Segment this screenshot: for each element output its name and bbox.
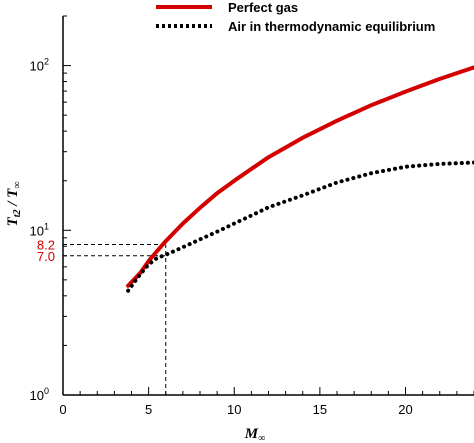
annotation-value: 7.0 [37, 249, 55, 264]
x-axis-label: M∞ [244, 426, 265, 443]
svg-text:M∞: M∞ [244, 426, 265, 443]
annotation-value: 8.2 [37, 237, 55, 252]
x-tick-label: 20 [398, 402, 412, 417]
y-tick-label: 100 [30, 386, 49, 403]
y-axis-label-denominator: T [5, 188, 21, 198]
svg-text:Tt2 / T∞: Tt2 / T∞ [5, 182, 23, 227]
x-tick-label: 10 [227, 402, 241, 417]
x-axis-label-sub: ∞ [258, 433, 265, 443]
y-tick-label: 102 [30, 57, 49, 74]
legend-label-air-equilibrium: Air in thermodynamic equilibrium [228, 19, 435, 34]
legend-label-perfect-gas: Perfect gas [228, 0, 298, 15]
x-axis-label-main: M [244, 426, 259, 442]
x-tick-label: 15 [313, 402, 327, 417]
y-axis-label-slash: / [5, 198, 21, 210]
axes [62, 16, 474, 396]
y-axis-label-numerator-sub: t2 [12, 210, 23, 218]
series-line-air-equilibrium [126, 160, 474, 293]
series-group [126, 65, 474, 293]
annotations: 8.27.0 [37, 237, 55, 263]
series-line-perfect-gas [126, 65, 474, 288]
y-axis-label: Tt2 / T∞ [5, 182, 23, 227]
y-axis-label-numerator: T [5, 216, 21, 226]
y-tick-label: 101 [30, 221, 49, 238]
ticks: 0 5 10 15 20 100 101 102 [30, 15, 474, 417]
x-tick-label: 0 [59, 402, 66, 417]
reference-lines [63, 243, 167, 395]
x-tick-label: 5 [145, 402, 152, 417]
y-axis-label-denominator-sub: ∞ [12, 182, 23, 189]
legend: Perfect gas Air in thermodynamic equilib… [156, 0, 435, 34]
